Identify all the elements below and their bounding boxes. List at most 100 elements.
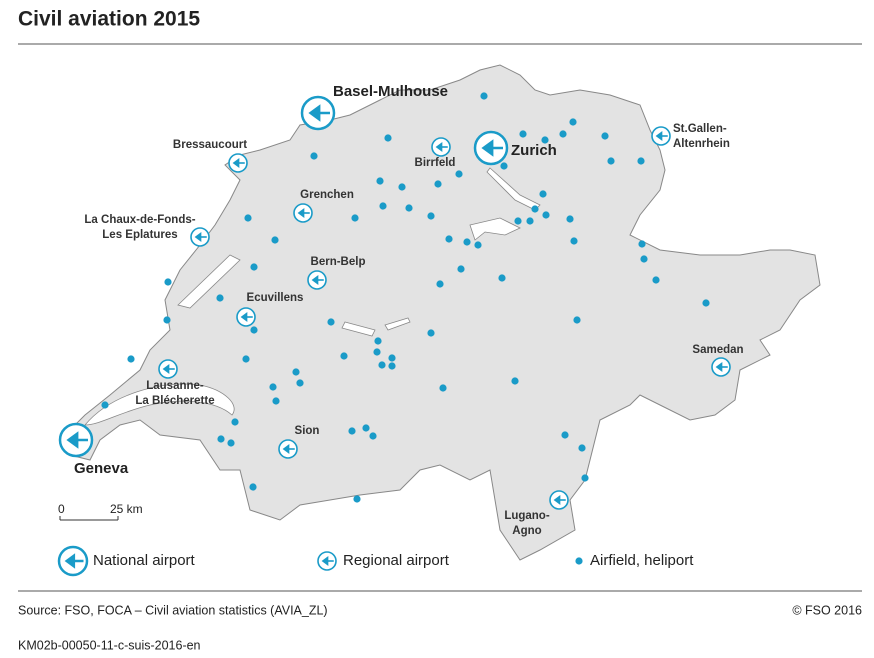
- airport-label: Basel-Mulhouse: [333, 83, 448, 100]
- airport-label: Ecuvillens: [247, 292, 304, 304]
- airfield-dot: [702, 299, 710, 307]
- airfield-dot: [231, 418, 239, 426]
- airport-plane: [194, 232, 202, 242]
- airfield-dot: [250, 263, 258, 271]
- airfield-dot: [348, 427, 356, 435]
- airport-label: Birrfeld: [415, 157, 456, 169]
- airfield-dot: [272, 397, 280, 405]
- airfield-dot: [369, 432, 377, 440]
- airfield-dot: [378, 361, 386, 369]
- airfield-dot: [519, 130, 527, 138]
- scale-end: 25 km: [110, 502, 143, 516]
- legend-regional: Regional airport: [343, 552, 450, 569]
- lake-thun: [341, 317, 411, 337]
- airfield-dot: [573, 316, 581, 324]
- airfield-dot: [498, 274, 506, 282]
- airfield-dot: [541, 136, 549, 144]
- airport-plane: [66, 431, 79, 449]
- airfield-dot: [351, 214, 359, 222]
- scale-start: 0: [58, 502, 65, 516]
- airport-label: Lugano-: [504, 510, 550, 522]
- airfield-dot: [434, 180, 442, 188]
- airport-label: Sion: [295, 425, 320, 437]
- lake-lucerne: [469, 217, 521, 241]
- airfield-dot: [249, 483, 257, 491]
- airfield-dot: [163, 316, 171, 324]
- airfield-dot: [514, 217, 522, 225]
- airfield-dot: [559, 130, 567, 138]
- airfield-dot: [374, 337, 382, 345]
- airfield-dot: [601, 132, 609, 140]
- legend-dot: [575, 557, 583, 565]
- airfield-dot: [379, 202, 387, 210]
- airfield-dot: [384, 134, 392, 142]
- airport-label: Les Eplatures: [102, 229, 177, 241]
- airfield-dot: [500, 162, 508, 170]
- airfield-dot: [539, 190, 547, 198]
- airfield-dot: [436, 280, 444, 288]
- airfield-dot: [427, 329, 435, 337]
- airport-label: La Chaux-de-Fonds-: [84, 214, 195, 226]
- airport-plane: [311, 275, 319, 285]
- airport-plane: [435, 142, 443, 152]
- airfield-dot: [607, 157, 615, 165]
- title: Civil aviation 2015: [18, 8, 200, 31]
- airport-plane: [655, 131, 663, 141]
- airfield-dot: [637, 157, 645, 165]
- airfield-dot: [566, 215, 574, 223]
- lake-neuchatel: [177, 254, 241, 309]
- airfield-dot: [353, 495, 361, 503]
- airfield-dot: [340, 352, 348, 360]
- airfield-dot: [398, 183, 406, 191]
- airport-label: Bressaucourt: [173, 139, 247, 151]
- airfield-dot: [652, 276, 660, 284]
- airfield-dot: [445, 235, 453, 243]
- airport-label: Grenchen: [300, 189, 354, 201]
- airfield-dot: [292, 368, 300, 376]
- airfield-dot: [242, 355, 250, 363]
- airfield-dot: [463, 238, 471, 246]
- airfields: [101, 92, 710, 503]
- airfield-dot: [569, 118, 577, 126]
- airport-plane: [240, 312, 248, 322]
- airfield-dot: [638, 240, 646, 248]
- airports: [58, 95, 731, 510]
- airport-plane: [308, 104, 321, 122]
- airfield-dot: [542, 211, 550, 219]
- country-outline: [59, 64, 821, 561]
- airfield-dot: [327, 318, 335, 326]
- airport-label: Lausanne-: [146, 380, 204, 392]
- airfield-dot: [561, 431, 569, 439]
- airfield-dot: [269, 383, 277, 391]
- airport-plane: [162, 364, 170, 374]
- airport-plane: [481, 139, 494, 157]
- airport-label: Altenrhein: [673, 138, 730, 150]
- airport-plane: [282, 444, 290, 454]
- airport-plane: [297, 208, 305, 218]
- airfield-dot: [439, 384, 447, 392]
- airfield-dot: [164, 278, 172, 286]
- airfield-dot: [474, 241, 482, 249]
- airfield-dot: [526, 217, 534, 225]
- airport-label: Zurich: [511, 142, 557, 159]
- legend: [57, 545, 583, 577]
- code: KM02b-00050-11-c-suis-2016-en: [18, 638, 201, 652]
- airfield-dot: [271, 236, 279, 244]
- airport-plane: [321, 556, 329, 566]
- airport-label: Samedan: [692, 344, 743, 356]
- airfield-dot: [227, 439, 235, 447]
- copyright: © FSO 2016: [792, 603, 862, 617]
- airfield-dot: [455, 170, 463, 178]
- airfield-dot: [127, 355, 135, 363]
- airfield-dot: [480, 92, 488, 100]
- airfield-dot: [427, 212, 435, 220]
- airport-plane: [715, 362, 723, 372]
- airfield-dot: [101, 401, 109, 409]
- airfield-dot: [244, 214, 252, 222]
- airport-labels: Basel-Mulhouse Zurich Geneva Bressaucourt Bi…: [74, 83, 744, 537]
- airfield-dot: [362, 424, 370, 432]
- airfield-dot: [405, 204, 413, 212]
- airfield-dot: [376, 177, 384, 185]
- source: Source: FSO, FOCA – Civil aviation stati…: [18, 603, 328, 617]
